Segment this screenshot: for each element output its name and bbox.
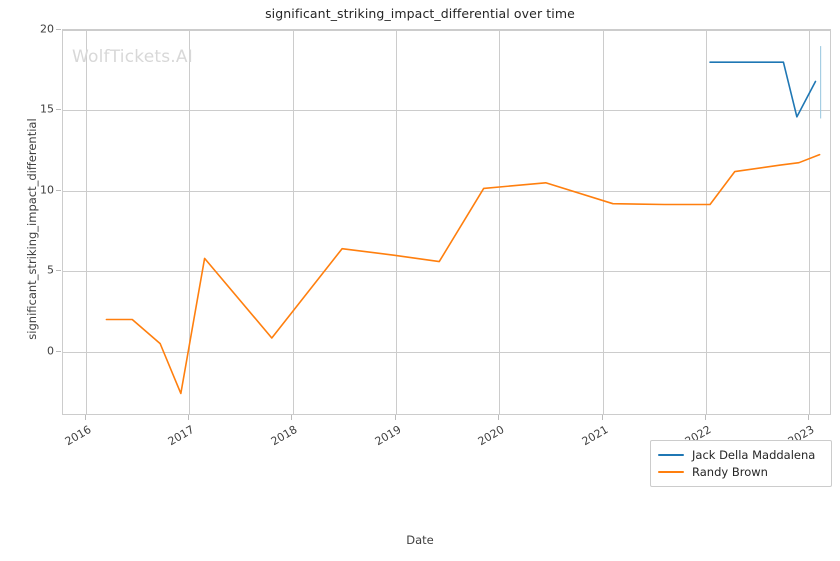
grid-line-vertical bbox=[292, 30, 294, 414]
y-tick-mark bbox=[56, 189, 61, 191]
x-tick-mark bbox=[84, 415, 86, 420]
legend-item[interactable]: Jack Della Maddalena bbox=[658, 446, 824, 463]
x-tick-label: 2020 bbox=[475, 423, 507, 449]
series-line-0 bbox=[709, 61, 817, 118]
grid-lines bbox=[63, 30, 830, 414]
grid-line-vertical bbox=[499, 30, 501, 414]
grid-line-horizontal bbox=[63, 30, 830, 31]
series-line-1 bbox=[105, 153, 821, 395]
legend-label-series-0: Jack Della Maddalena bbox=[692, 447, 816, 462]
x-tick-label: 2021 bbox=[579, 423, 611, 449]
chart-title: significant_striking_impact_differential… bbox=[265, 6, 575, 21]
y-tick-mark bbox=[56, 109, 61, 111]
x-tick-label: 2018 bbox=[269, 423, 300, 449]
y-tick-label: 20 bbox=[40, 22, 54, 36]
y-tick-label: 0 bbox=[47, 344, 54, 358]
x-tick-mark bbox=[704, 415, 706, 420]
grid-line-horizontal bbox=[63, 110, 830, 112]
x-tick-label: 2016 bbox=[62, 423, 94, 449]
grid-line-vertical bbox=[189, 30, 191, 414]
y-tick-label: 5 bbox=[47, 263, 54, 277]
x-tick-mark bbox=[601, 415, 603, 420]
x-tick-mark bbox=[498, 415, 500, 420]
grid-line-horizontal bbox=[63, 190, 830, 192]
legend-swatch-series-0 bbox=[658, 453, 684, 456]
grid-line-vertical bbox=[809, 30, 811, 414]
grid-line-vertical bbox=[85, 30, 87, 414]
y-tick-mark bbox=[56, 350, 61, 352]
series-lines bbox=[105, 46, 822, 395]
y-axis-label: significant_striking_impact_differential bbox=[25, 118, 39, 340]
x-axis-label: Date bbox=[406, 533, 434, 547]
chart-legend: Jack Della Maddalena Randy Brown bbox=[650, 440, 832, 487]
y-tick-mark bbox=[56, 29, 61, 30]
grid-line-vertical bbox=[705, 30, 707, 414]
y-tick-mark bbox=[56, 270, 61, 272]
legend-label-series-1: Randy Brown bbox=[692, 464, 768, 479]
x-tick-mark bbox=[808, 415, 810, 420]
grid-line-horizontal bbox=[63, 271, 830, 273]
x-tick-label: 2017 bbox=[165, 423, 197, 449]
legend-item[interactable]: Randy Brown bbox=[658, 463, 824, 480]
grid-line-vertical bbox=[602, 30, 604, 414]
grid-line-vertical bbox=[395, 30, 397, 414]
y-tick-label: 10 bbox=[40, 183, 54, 197]
legend-swatch-series-1 bbox=[658, 470, 684, 473]
x-tick-mark bbox=[188, 415, 190, 420]
grid-line-horizontal bbox=[63, 351, 830, 353]
y-tick-label: 15 bbox=[40, 102, 54, 116]
x-tick-label: 2019 bbox=[372, 423, 404, 449]
x-tick-mark bbox=[291, 415, 293, 420]
x-tick-mark bbox=[394, 415, 396, 420]
